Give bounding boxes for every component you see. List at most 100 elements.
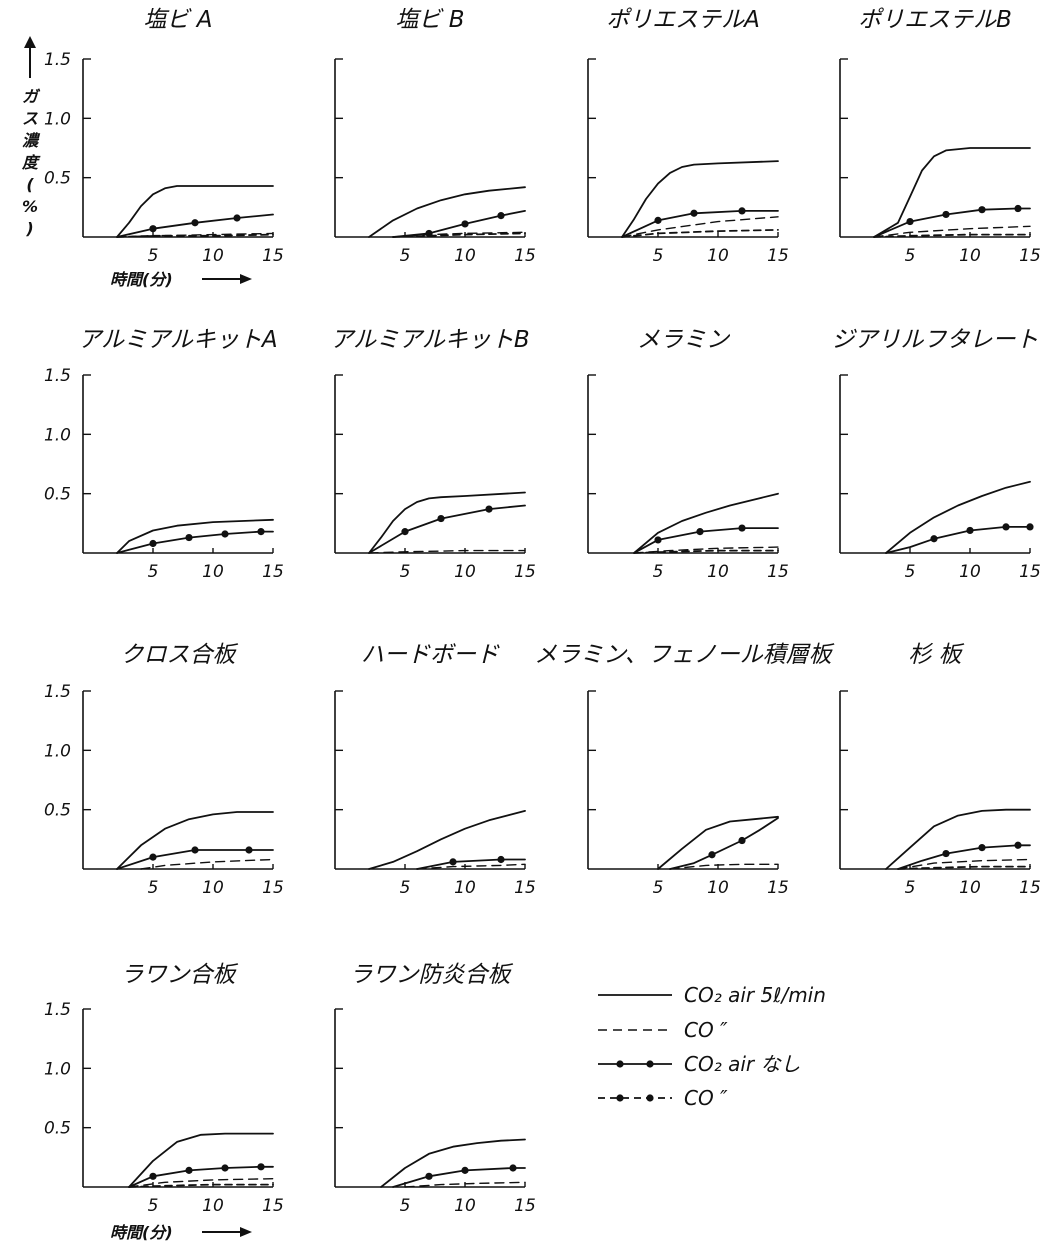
chart-title: 杉 板: [908, 642, 964, 668]
chart-panel: ラワン防炎合板 5 10 15: [334, 962, 536, 1216]
chart-title: アルミアルキットA: [78, 327, 277, 353]
data-point: [449, 858, 457, 866]
x-tick-label: 15: [514, 562, 536, 582]
data-point: [930, 535, 938, 543]
x-tick-label: 5: [400, 878, 411, 898]
x-tick-label: 10: [202, 562, 224, 582]
data-point: [221, 530, 229, 538]
data-point: [509, 1164, 517, 1172]
chart-title: メラミン、フェノール積層板: [534, 642, 835, 668]
legend-label: CO₂ air なし: [684, 1052, 800, 1076]
y-tick-label: 1.5: [44, 1000, 71, 1020]
x-tick-label: 10: [959, 562, 981, 582]
series-line-dashed: [404, 1181, 526, 1188]
x-tick-label: 10: [707, 878, 729, 898]
y-tick-label: 1.5: [44, 682, 71, 702]
x-tick-label: 15: [767, 878, 789, 898]
series-line-dashed: [368, 549, 526, 554]
data-point: [257, 528, 265, 536]
x-tick-label: 15: [262, 878, 284, 898]
y-tick-label: 1.0: [44, 1059, 71, 1079]
data-point: [1002, 523, 1010, 531]
series-line-solid: [885, 808, 1031, 870]
chart-title: 塩ビ A: [143, 7, 212, 33]
legend-marker: [646, 1094, 654, 1102]
x-tick-label: 10: [454, 246, 476, 266]
y-axis-label-char: 濃: [22, 131, 41, 150]
data-point: [437, 514, 445, 523]
x-tick-label: 5: [400, 1196, 411, 1216]
series-line-dashed: [128, 1177, 274, 1188]
y-axis-label-char: ): [25, 219, 33, 238]
series-line-solid: [873, 147, 1031, 238]
chart-title: メラミン: [637, 327, 731, 353]
chart-title: アルミアルキットB: [330, 327, 529, 353]
series-line-solid: [657, 815, 779, 870]
y-tick-label: 1.5: [44, 50, 71, 70]
series-line-solid: [116, 185, 274, 238]
x-tick-label: 5: [148, 878, 159, 898]
x-axis-arrowhead: [240, 274, 252, 284]
data-point: [185, 533, 193, 542]
data-point: [245, 846, 253, 854]
series-line-dashed: [140, 858, 274, 870]
series-line-dashed: [669, 863, 779, 870]
series-line-solid: [368, 186, 526, 238]
chart-panel: クロス合板 1.5 1.0 0.5 5 10 15: [44, 642, 284, 898]
data-point: [233, 214, 241, 222]
series-line-dashed-dot: [621, 228, 779, 238]
data-point: [942, 210, 950, 219]
series-line-solid: [128, 1132, 274, 1188]
series-line-dashed-dot: [897, 865, 1031, 870]
series-line-solid: [621, 160, 779, 238]
chart-title: ラワン合板: [121, 962, 239, 988]
series-line-solid: [368, 491, 526, 554]
data-point: [191, 219, 199, 227]
x-tick-label: 15: [767, 246, 789, 266]
series-line-solid-dot: [416, 858, 526, 870]
series-line-solid: [885, 480, 1031, 554]
x-tick-label: 5: [400, 246, 411, 266]
y-tick-label: 0.5: [44, 169, 71, 189]
series-line-dashed-dot: [128, 1183, 274, 1188]
x-tick-label: 10: [202, 878, 224, 898]
data-point: [696, 528, 704, 536]
chart-panel: ラワン合板 1.5 1.0 0.5 5 10 15: [44, 962, 284, 1216]
series-line-solid-dot: [116, 530, 274, 554]
x-tick-label: 10: [959, 246, 981, 266]
data-point: [978, 844, 986, 852]
data-point: [1026, 523, 1034, 531]
series-line-dashed-dot: [392, 232, 526, 238]
x-tick-label: 15: [262, 562, 284, 582]
chart-title: ポリエステルA: [606, 7, 760, 33]
data-point: [149, 1172, 157, 1180]
x-tick-label: 5: [653, 878, 664, 898]
x-axis-arrowhead: [240, 1227, 252, 1237]
legend-marker: [646, 1060, 654, 1068]
series-line-dashed: [873, 225, 1031, 238]
data-point: [942, 849, 950, 858]
chart-panel: ジアリルフタレート 5 10 15: [832, 327, 1041, 582]
data-point: [738, 207, 746, 215]
chart-panel: 塩ビ A 1.5 1.0 0.5 5 10 15: [44, 7, 284, 266]
data-point: [497, 212, 505, 220]
data-point: [738, 836, 746, 845]
x-tick-label: 10: [707, 246, 729, 266]
series-line-solid: [380, 1138, 526, 1188]
x-tick-label: 5: [905, 246, 916, 266]
x-tick-label: 5: [148, 1196, 159, 1216]
data-point: [1014, 204, 1022, 213]
series-line-dashed-dot: [633, 549, 779, 554]
data-point: [191, 846, 199, 854]
x-tick-label: 15: [767, 562, 789, 582]
y-axis-label-char: ガ: [22, 87, 41, 106]
chart-title: ポリエステルB: [858, 7, 1012, 33]
chart-panel: ポリエステルB 5 10 15: [839, 7, 1041, 266]
legend-marker: [616, 1094, 624, 1102]
x-tick-label: 5: [653, 562, 664, 582]
data-point: [149, 225, 157, 233]
legend-marker: [616, 1060, 624, 1068]
data-point: [654, 216, 662, 224]
x-axis-label-group: 時間(分): [110, 1223, 252, 1242]
